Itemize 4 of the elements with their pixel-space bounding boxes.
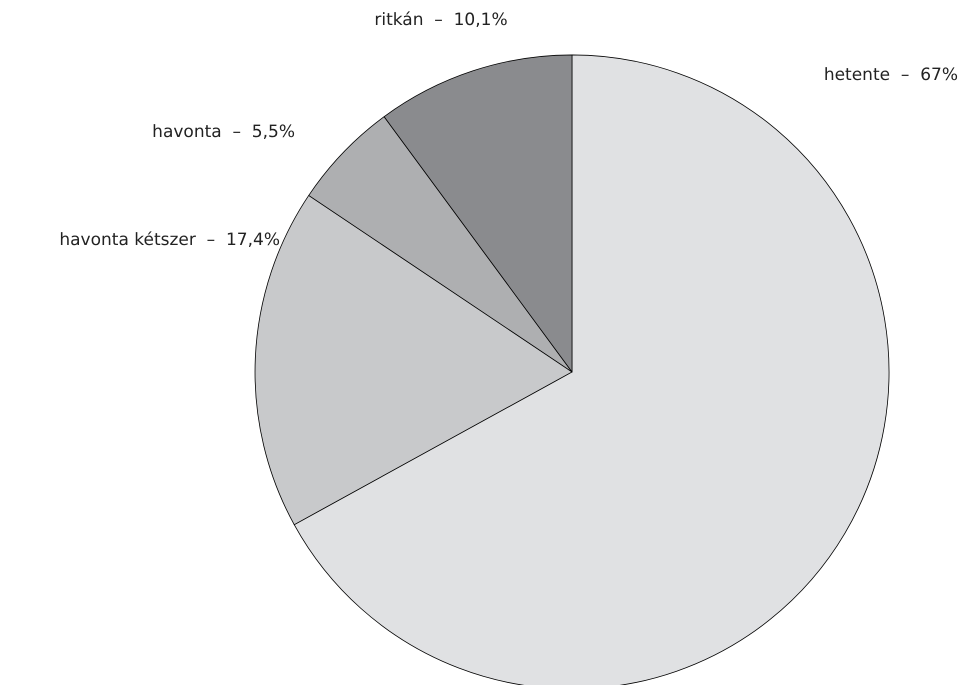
- slice-label: ritkán – 10,1%: [374, 10, 508, 30]
- slice-label: hetente – 67%: [824, 65, 958, 85]
- slice-label: havonta – 5,5%: [152, 122, 295, 142]
- slice-label: havonta kétszer – 17,4%: [59, 230, 280, 250]
